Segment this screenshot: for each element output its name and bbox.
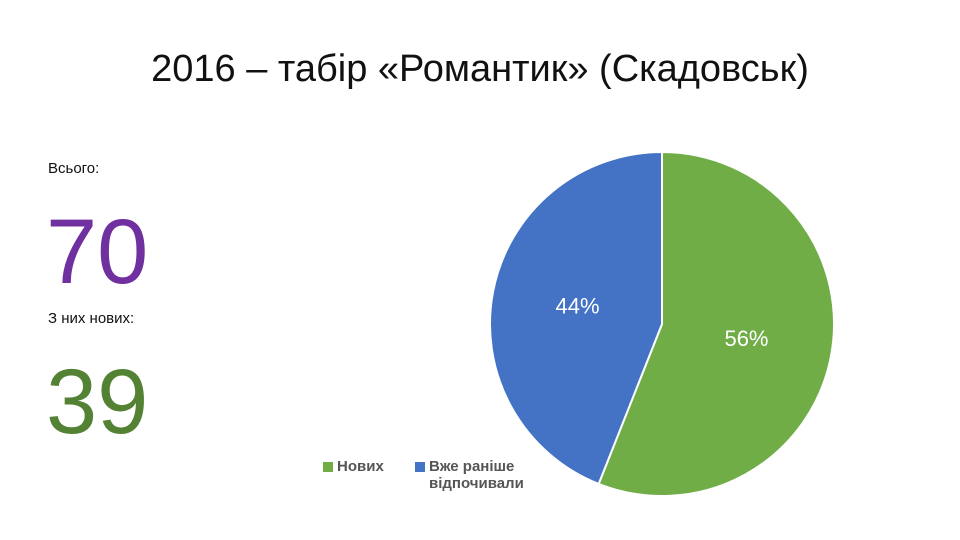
stat-value: 39 <box>46 351 149 453</box>
legend-swatch <box>323 462 333 472</box>
legend-label: Нових <box>337 458 384 475</box>
data-label: 56% <box>724 326 768 351</box>
stat-label: З них нових: <box>48 310 135 327</box>
data-label: 44% <box>555 294 599 319</box>
slide-title: 2016 – табір «Романтик» (Скадовськ) <box>151 48 809 90</box>
legend-item: Вже раніше відпочивали <box>415 458 555 492</box>
stat-label: Всього: <box>48 160 100 177</box>
pie-slice <box>488 150 663 486</box>
legend-item: Нових <box>323 458 403 475</box>
stat-value: 70 <box>46 201 149 303</box>
legend-swatch <box>415 462 425 472</box>
legend-label: Вже раніше відпочивали <box>429 458 524 492</box>
pie-slice <box>597 150 835 497</box>
